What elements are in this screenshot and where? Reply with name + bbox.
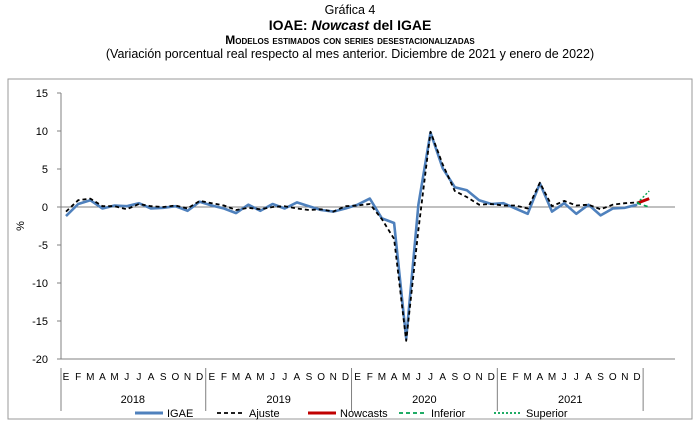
x-month-label: E [208, 372, 215, 383]
chart-frame [7, 78, 693, 420]
x-month-label: A [439, 372, 446, 383]
x-month-label: J [416, 372, 421, 383]
y-tick-label: -10 [32, 278, 48, 290]
x-month-label: S [306, 372, 313, 383]
chart-note: (Variación porcentual real respecto al m… [105, 47, 595, 61]
x-month-label: N [330, 372, 337, 383]
x-month-label: A [391, 372, 398, 383]
y-tick-label: 5 [42, 164, 48, 176]
chart-title: IOAE: Nowcast del IGAE [0, 17, 700, 33]
series-line-ajuste [65, 130, 638, 342]
y-tick-label: -20 [32, 354, 48, 366]
x-month-label: D [488, 372, 495, 383]
y-tick-label: -15 [32, 316, 48, 328]
x-month-label: J [428, 372, 433, 383]
y-axis-label: % [15, 221, 27, 231]
x-month-label: O [171, 372, 179, 383]
x-month-label: D [342, 372, 349, 383]
year-label: 2019 [266, 394, 290, 406]
x-month-label: N [184, 372, 191, 383]
x-month-label: J [270, 372, 275, 383]
x-month-label: O [609, 372, 617, 383]
title-main: IOAE: [268, 17, 312, 33]
x-month-label: D [196, 372, 203, 383]
series-line-nowcasts [636, 197, 650, 205]
x-month-label: N [475, 372, 482, 383]
x-month-label: M [548, 372, 556, 383]
x-month-label: A [99, 372, 106, 383]
legend-label: IGAE [167, 408, 193, 420]
x-month-label: N [621, 372, 628, 383]
x-month-label: J [562, 372, 567, 383]
x-month-label: F [512, 372, 518, 383]
x-month-label: M [110, 372, 118, 383]
x-month-label: A [148, 372, 155, 383]
x-month-label: M [524, 372, 532, 383]
chart-header: Gráfica 4 IOAE: Nowcast del IGAE Modelos… [0, 0, 700, 62]
x-month-label: A [537, 372, 544, 383]
year-label: 2018 [121, 394, 145, 406]
year-label: 2021 [558, 394, 582, 406]
x-month-label: M [232, 372, 240, 383]
x-month-label: A [294, 372, 301, 383]
x-month-label: F [75, 372, 81, 383]
series-line-igae [65, 131, 638, 340]
x-month-label: S [451, 372, 458, 383]
x-month-label: M [256, 372, 264, 383]
x-month-label: D [633, 372, 640, 383]
chart-label: Gráfica 4 [324, 3, 376, 17]
legend-label: Nowcasts [340, 408, 388, 420]
x-month-label: E [63, 372, 70, 383]
x-month-label: F [367, 372, 373, 383]
series-line-superior [636, 190, 650, 204]
title-end: del IGAE [369, 17, 432, 33]
x-month-label: J [124, 372, 129, 383]
x-month-label: J [574, 372, 579, 383]
x-month-label: M [378, 372, 386, 383]
x-month-label: M [402, 372, 410, 383]
x-month-label: J [136, 372, 141, 383]
x-month-label: A [245, 372, 252, 383]
x-month-label: E [354, 372, 361, 383]
x-month-label: S [597, 372, 604, 383]
legend-label: Ajuste [249, 408, 280, 420]
x-month-label: J [282, 372, 287, 383]
y-tick-label: 0 [42, 202, 48, 214]
x-month-label: F [221, 372, 227, 383]
legend-label: Superior [526, 408, 568, 420]
year-label: 2020 [412, 394, 436, 406]
chart-subtitle: Modelos estimados con series desestacion… [225, 33, 475, 47]
y-tick-label: 15 [36, 88, 48, 100]
x-month-label: S [160, 372, 167, 383]
legend-label: Inferior [431, 408, 466, 420]
y-tick-label: 10 [36, 126, 48, 138]
y-tick-label: -5 [38, 240, 48, 252]
title-italic: Nowcast [311, 17, 370, 33]
series-line-inferior [636, 202, 650, 208]
x-month-label: O [317, 372, 325, 383]
x-month-label: M [86, 372, 94, 383]
x-month-label: E [500, 372, 507, 383]
x-month-label: A [585, 372, 592, 383]
x-month-label: O [463, 372, 471, 383]
